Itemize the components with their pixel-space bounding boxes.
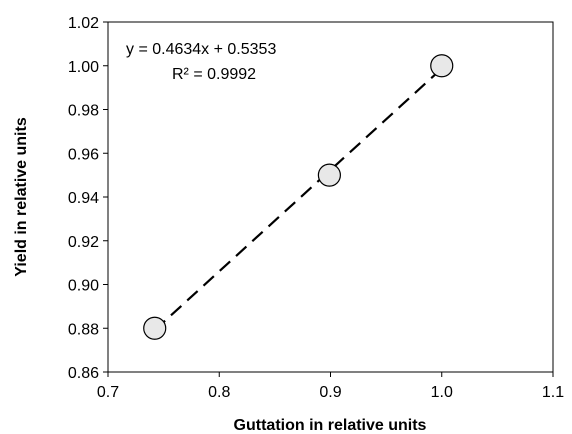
data-points bbox=[143, 54, 454, 340]
x-axis-title: Guttation in relative units bbox=[234, 417, 427, 434]
r-squared-label: R² = 0.9992 bbox=[172, 66, 256, 83]
x-axis: 0.7 0.8 0.9 1.0 1.1 bbox=[97, 372, 564, 401]
y-axis: 0.86 0.88 0.90 0.92 0.94 0.96 0.98 1.00 1.02 bbox=[68, 15, 108, 382]
y-tick-label: 0.90 bbox=[68, 278, 99, 295]
data-point bbox=[317, 163, 341, 187]
x-tick-label: 1.1 bbox=[542, 384, 564, 401]
y-tick-label: 1.00 bbox=[68, 59, 99, 76]
y-tick-label: 0.88 bbox=[68, 321, 99, 338]
y-tick-label: 0.92 bbox=[68, 234, 99, 251]
trendline-equation: y = 0.4634x + 0.5353 bbox=[126, 41, 276, 58]
data-point bbox=[143, 316, 167, 340]
y-axis-title: Yield in relative units bbox=[13, 117, 30, 277]
y-tick-label: 0.94 bbox=[68, 190, 99, 207]
trendline bbox=[153, 67, 443, 331]
y-tick-label: 0.98 bbox=[68, 103, 99, 120]
x-tick-label: 0.7 bbox=[97, 384, 119, 401]
y-tick-label: 1.02 bbox=[68, 15, 99, 32]
y-tick-label: 0.96 bbox=[68, 146, 99, 163]
y-tick-label: 0.86 bbox=[68, 365, 99, 382]
x-tick-label: 1.0 bbox=[431, 384, 453, 401]
x-tick-label: 0.8 bbox=[208, 384, 230, 401]
data-point bbox=[430, 54, 454, 78]
x-tick-label: 0.9 bbox=[319, 384, 341, 401]
